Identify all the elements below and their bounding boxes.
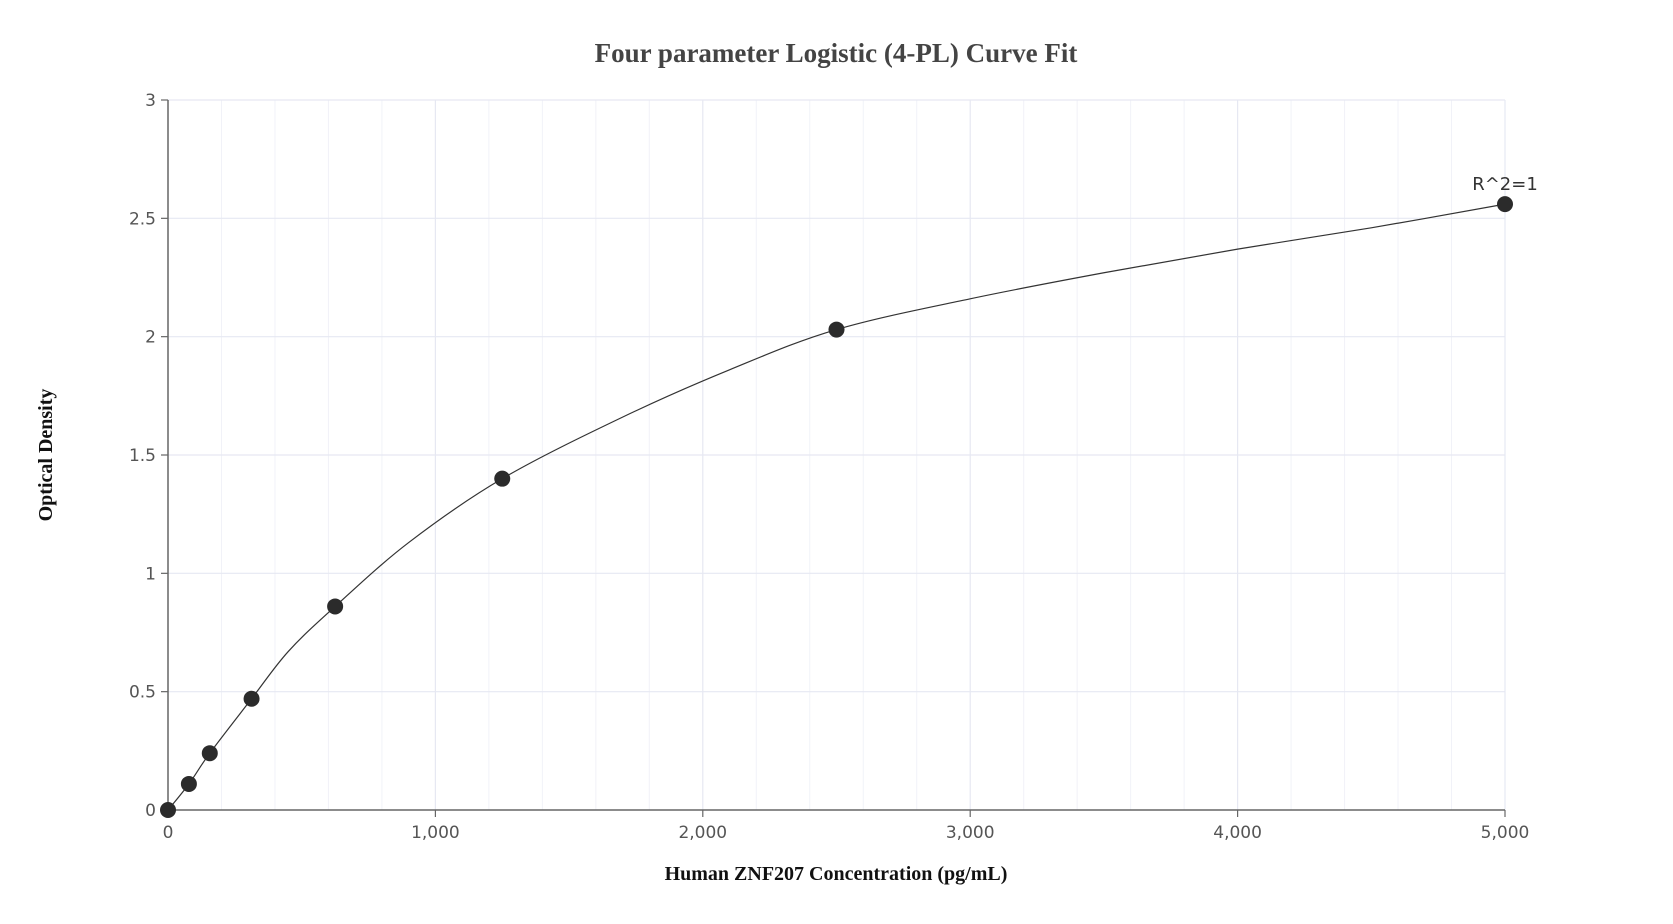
y-tick-label: 2.5: [129, 209, 156, 229]
y-tick-label: 0.5: [129, 683, 156, 703]
x-tick-label: 4,000: [1213, 823, 1262, 843]
data-point: [494, 470, 511, 487]
data-point: [180, 775, 197, 792]
x-axis-title: Human ZNF207 Concentration (pg/mL): [665, 863, 1008, 885]
data-point: [243, 690, 260, 707]
x-tick-label: 2,000: [678, 823, 727, 843]
x-axis-ticks: 0 1,000 2,000 3,000 4,000 5,000: [163, 810, 1530, 843]
x-tick-label: 0: [163, 823, 174, 843]
y-tick-label: 1.5: [129, 446, 156, 466]
major-gridlines: [168, 99, 1506, 810]
data-point: [1497, 196, 1513, 213]
y-tick-label: 2: [145, 328, 156, 348]
chart-title: Four parameter Logistic (4-PL) Curve Fit: [595, 38, 1078, 68]
data-point: [828, 321, 845, 338]
annotations: R^2=1: [1472, 174, 1538, 195]
fit-curve: [167, 203, 1506, 811]
data-point: [201, 745, 218, 762]
data-point: [160, 802, 176, 818]
data-point: [327, 598, 344, 615]
x-tick-label: 3,000: [946, 823, 995, 843]
data-points: [160, 196, 1513, 818]
y-axis-title: Optical Density: [35, 389, 57, 522]
y-axis-ticks: 0 0.5 1 1.5 2 2.5 3: [129, 91, 168, 821]
x-tick-label: 5,000: [1481, 823, 1530, 843]
y-tick-label: 1: [145, 564, 156, 584]
r-squared-annotation: R^2=1: [1472, 174, 1538, 195]
y-tick-label: 3: [145, 91, 156, 111]
x-tick-label: 1,000: [411, 823, 460, 843]
y-tick-label: 0: [145, 801, 156, 821]
